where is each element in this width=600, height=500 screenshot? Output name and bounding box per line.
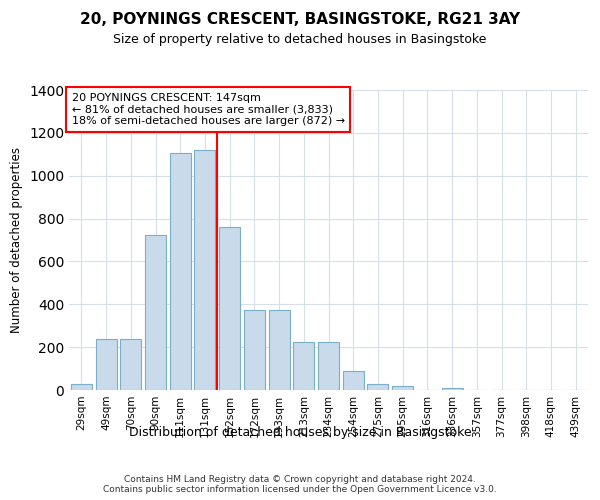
Text: 20, POYNINGS CRESCENT, BASINGSTOKE, RG21 3AY: 20, POYNINGS CRESCENT, BASINGSTOKE, RG21… (80, 12, 520, 28)
Text: Contains public sector information licensed under the Open Government Licence v3: Contains public sector information licen… (103, 486, 497, 494)
Y-axis label: Number of detached properties: Number of detached properties (10, 147, 23, 333)
Bar (269, 310, 290, 390)
Bar (219, 227, 240, 390)
Bar (244, 310, 265, 390)
Bar (343, 370, 364, 390)
Bar (95, 338, 116, 390)
Bar (145, 234, 166, 390)
Text: Size of property relative to detached houses in Basingstoke: Size of property relative to detached ho… (113, 32, 487, 46)
Bar (293, 342, 314, 390)
Bar (194, 150, 215, 390)
Text: Contains HM Land Registry data © Crown copyright and database right 2024.: Contains HM Land Registry data © Crown c… (124, 476, 476, 484)
Text: Distribution of detached houses by size in Basingstoke: Distribution of detached houses by size … (128, 426, 472, 439)
Bar (442, 388, 463, 390)
Bar (318, 342, 339, 390)
Bar (120, 338, 141, 390)
Bar (367, 384, 388, 390)
Bar (392, 386, 413, 390)
Bar (71, 384, 92, 390)
Text: 20 POYNINGS CRESCENT: 147sqm
← 81% of detached houses are smaller (3,833)
18% of: 20 POYNINGS CRESCENT: 147sqm ← 81% of de… (71, 93, 345, 126)
Bar (170, 153, 191, 390)
